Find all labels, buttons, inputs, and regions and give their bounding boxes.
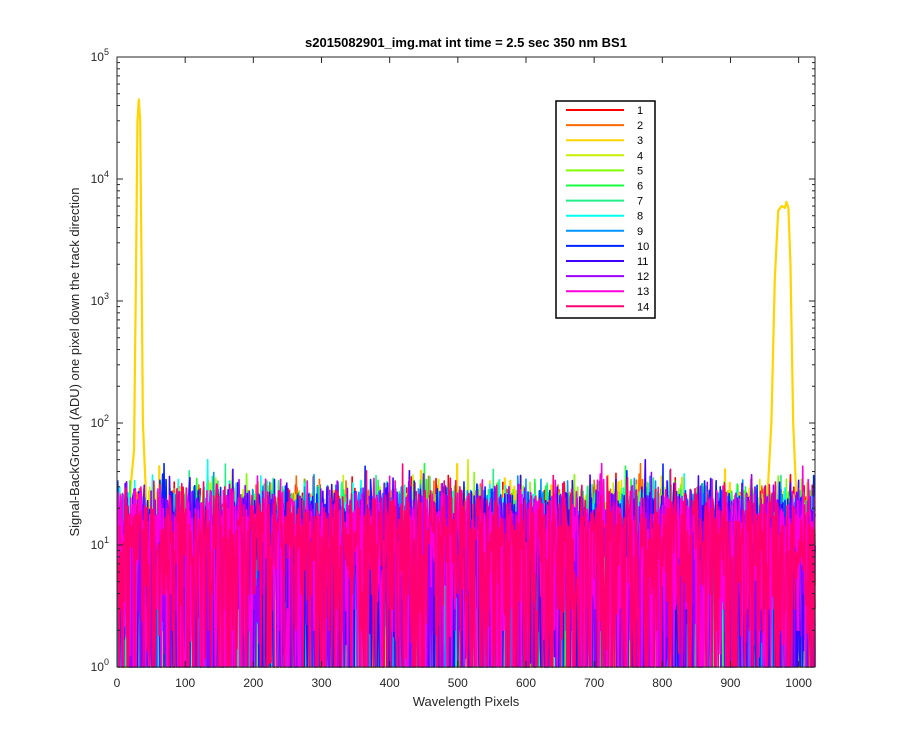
legend-label-3: 3 (637, 135, 643, 147)
legend-label-5: 5 (637, 165, 643, 177)
x-tick-label: 700 (584, 676, 604, 690)
series-layer (116, 98, 817, 669)
y-tick-label: 103 (91, 291, 109, 308)
y-tick-base: 10 (91, 172, 105, 186)
y-tick-base: 10 (91, 538, 105, 552)
y-axis-label: Signal-BackGround (ADU) one pixel down t… (67, 187, 82, 536)
x-axis: 0 100 200 300 400 500 600 700 800 900 1000 (114, 57, 812, 690)
y-tick-label: 101 (91, 535, 109, 552)
chart-title: s2015082901_img.mat int time = 2.5 sec 3… (305, 35, 627, 50)
x-tick-label: 500 (448, 676, 468, 690)
legend-box (555, 100, 656, 319)
legend-label-7: 7 (637, 196, 643, 208)
y-tick-exponent: 2 (104, 413, 109, 423)
legend-label-9: 9 (637, 226, 643, 238)
legend-label-14: 14 (637, 301, 649, 313)
y-tick-exponent: 4 (104, 169, 109, 179)
plot-frame (116, 56, 816, 668)
y-tick-base: 10 (91, 294, 105, 308)
y-tick-exponent: 0 (104, 657, 109, 667)
legend-label-1: 1 (637, 105, 643, 117)
y-tick-label: 105 (91, 47, 109, 64)
x-tick-label: 600 (516, 676, 536, 690)
y-tick-exponent: 3 (104, 291, 109, 301)
x-tick-label: 900 (720, 676, 740, 690)
x-axis-label: Wavelength Pixels (413, 694, 520, 709)
y-tick-label: 102 (91, 413, 109, 430)
y-tick-base: 10 (91, 50, 105, 64)
y-tick-label: 100 (91, 657, 109, 674)
x-tick-label: 400 (380, 676, 400, 690)
legend-label-4: 4 (637, 150, 643, 162)
y-tick-exponent: 1 (104, 535, 109, 545)
y-tick-exponent: 5 (104, 47, 109, 57)
legend-label-8: 8 (637, 211, 643, 223)
legend-label-6: 6 (637, 181, 643, 193)
legend-label-10: 10 (637, 241, 649, 253)
legend-label-2: 2 (637, 120, 643, 132)
legend-label-13: 13 (637, 286, 649, 298)
y-tick-base: 10 (91, 660, 105, 674)
x-tick-label: 200 (243, 676, 263, 690)
x-tick-label: 100 (175, 676, 195, 690)
x-tick-label: 800 (652, 676, 672, 690)
x-tick-label: 300 (311, 676, 331, 690)
y-tick-label: 104 (91, 169, 109, 186)
series-line-14 (116, 463, 816, 668)
y-tick-base: 10 (91, 416, 105, 430)
x-tick-label: 1000 (785, 676, 812, 690)
legend-label-11: 11 (637, 256, 648, 268)
x-tick-label: 0 (114, 676, 121, 690)
legend-label-12: 12 (637, 271, 649, 283)
